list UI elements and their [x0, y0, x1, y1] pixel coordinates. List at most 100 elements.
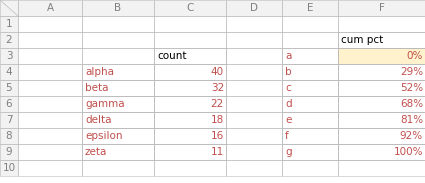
Bar	[338, 0, 425, 16]
Bar	[82, 64, 154, 80]
Bar	[282, 16, 338, 32]
Bar	[338, 32, 425, 48]
Bar	[18, 32, 82, 48]
Text: b: b	[285, 67, 292, 77]
Text: 0%: 0%	[407, 51, 423, 61]
Bar	[154, 112, 226, 128]
Bar	[282, 80, 338, 96]
Bar	[226, 64, 282, 80]
Text: f: f	[285, 131, 289, 141]
Text: 2: 2	[6, 35, 12, 45]
Bar	[82, 112, 154, 128]
Bar	[18, 48, 82, 64]
Bar	[282, 112, 338, 128]
Bar	[226, 48, 282, 64]
Bar	[0, 32, 18, 48]
Bar	[0, 16, 18, 32]
Bar	[338, 64, 425, 80]
Bar	[82, 32, 154, 48]
Bar	[154, 16, 226, 32]
Bar	[82, 112, 154, 128]
Bar	[226, 160, 282, 176]
Bar	[0, 96, 18, 112]
Bar	[82, 128, 154, 144]
Bar	[18, 0, 82, 16]
Bar	[82, 160, 154, 176]
Bar	[0, 128, 18, 144]
Bar	[338, 80, 425, 96]
Text: 9: 9	[6, 147, 12, 157]
Bar	[0, 48, 18, 64]
Bar	[282, 128, 338, 144]
Bar	[338, 112, 425, 128]
Text: alpha: alpha	[85, 67, 114, 77]
Bar	[18, 144, 82, 160]
Bar	[82, 160, 154, 176]
Bar	[18, 80, 82, 96]
Bar	[18, 128, 82, 144]
Bar	[338, 80, 425, 96]
Bar	[18, 96, 82, 112]
Bar	[226, 144, 282, 160]
Bar	[226, 144, 282, 160]
Text: 6: 6	[6, 99, 12, 109]
Text: zeta: zeta	[85, 147, 108, 157]
Bar	[282, 48, 338, 64]
Bar	[282, 80, 338, 96]
Text: 10: 10	[3, 163, 16, 173]
Bar	[226, 112, 282, 128]
Bar	[18, 64, 82, 80]
Bar	[338, 112, 425, 128]
Text: epsilon: epsilon	[85, 131, 122, 141]
Bar	[0, 144, 18, 160]
Bar	[338, 128, 425, 144]
Bar	[338, 80, 425, 96]
Bar	[154, 32, 226, 48]
Bar	[282, 64, 338, 80]
Bar	[226, 128, 282, 144]
Bar	[154, 144, 226, 160]
Bar	[82, 144, 154, 160]
Bar	[282, 80, 338, 96]
Bar	[82, 96, 154, 112]
Bar	[154, 128, 226, 144]
Bar	[338, 32, 425, 48]
Bar	[82, 48, 154, 64]
Bar	[0, 0, 18, 16]
Text: 16: 16	[211, 131, 224, 141]
Bar	[18, 160, 82, 176]
Bar	[154, 16, 226, 32]
Bar	[282, 128, 338, 144]
Bar	[82, 48, 154, 64]
Text: 4: 4	[6, 67, 12, 77]
Text: 68%: 68%	[400, 99, 423, 109]
Bar	[282, 112, 338, 128]
Bar	[154, 48, 226, 64]
Bar	[154, 80, 226, 96]
Bar	[154, 0, 226, 16]
Bar	[0, 16, 18, 32]
Bar	[154, 112, 226, 128]
Text: D: D	[250, 3, 258, 13]
Bar	[338, 96, 425, 112]
Bar	[82, 32, 154, 48]
Bar	[154, 128, 226, 144]
Text: cum pct: cum pct	[341, 35, 383, 45]
Bar	[282, 0, 338, 16]
Text: 29%: 29%	[400, 67, 423, 77]
Bar	[82, 64, 154, 80]
Bar	[226, 32, 282, 48]
Bar	[282, 48, 338, 64]
Bar	[282, 144, 338, 160]
Bar	[82, 80, 154, 96]
Bar	[226, 64, 282, 80]
Bar	[82, 112, 154, 128]
Text: B: B	[114, 3, 122, 13]
Text: 22: 22	[211, 99, 224, 109]
Bar	[338, 160, 425, 176]
Bar	[0, 96, 18, 112]
Bar	[0, 0, 18, 16]
Bar	[282, 96, 338, 112]
Bar	[282, 64, 338, 80]
Bar	[282, 112, 338, 128]
